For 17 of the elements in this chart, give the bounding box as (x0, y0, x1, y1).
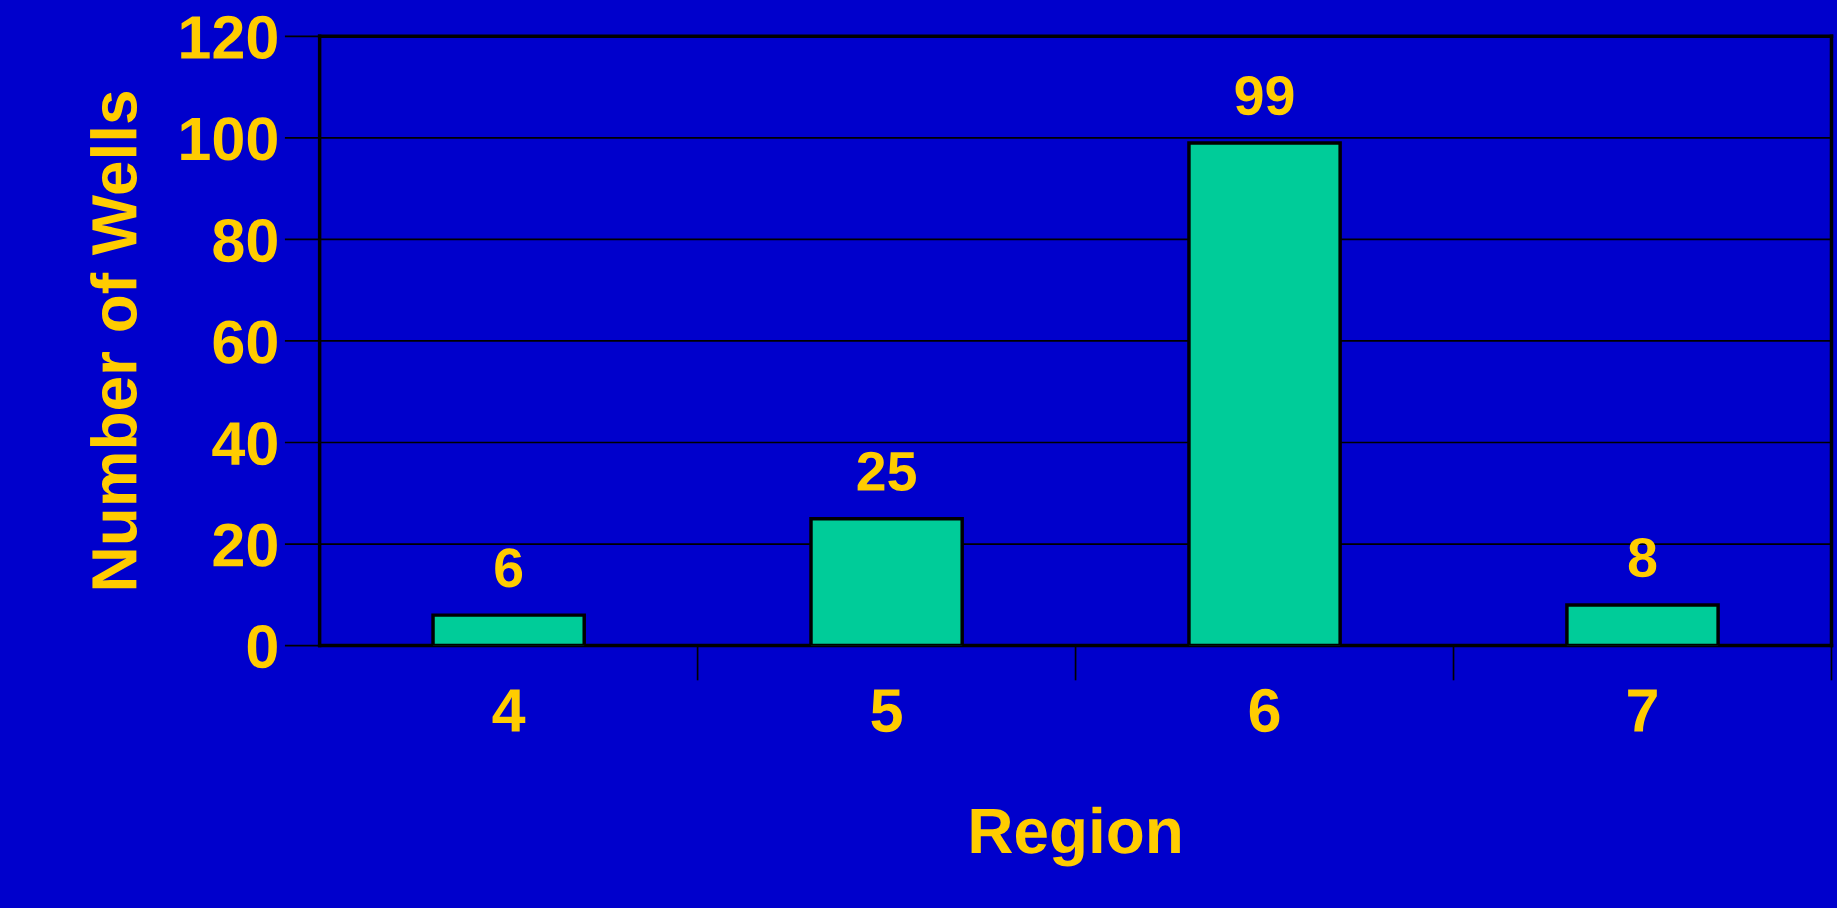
y-tick-label: 100 (181, 117, 277, 161)
x-tick-label: 4 (492, 689, 526, 732)
x-tick-label: 7 (1628, 689, 1657, 732)
data-label: 25 (857, 451, 916, 492)
y-tick-label: 120 (181, 15, 277, 60)
data-label: 6 (495, 548, 523, 588)
y-tick-label: 60 (213, 320, 277, 364)
data-label: 8 (1628, 537, 1657, 578)
y-tick-label: 80 (213, 218, 277, 263)
x-tick-label: 5 (871, 689, 902, 733)
y-tick-label: 0 (247, 625, 277, 669)
x-tick-label: 6 (1249, 688, 1280, 733)
x-axis-title: Region (971, 806, 1180, 867)
y-tick-label: 20 (213, 523, 277, 567)
y-axis-title: Number of Wells (90, 92, 137, 589)
y-tick-label: 40 (212, 421, 277, 466)
data-label: 99 (1235, 75, 1294, 116)
